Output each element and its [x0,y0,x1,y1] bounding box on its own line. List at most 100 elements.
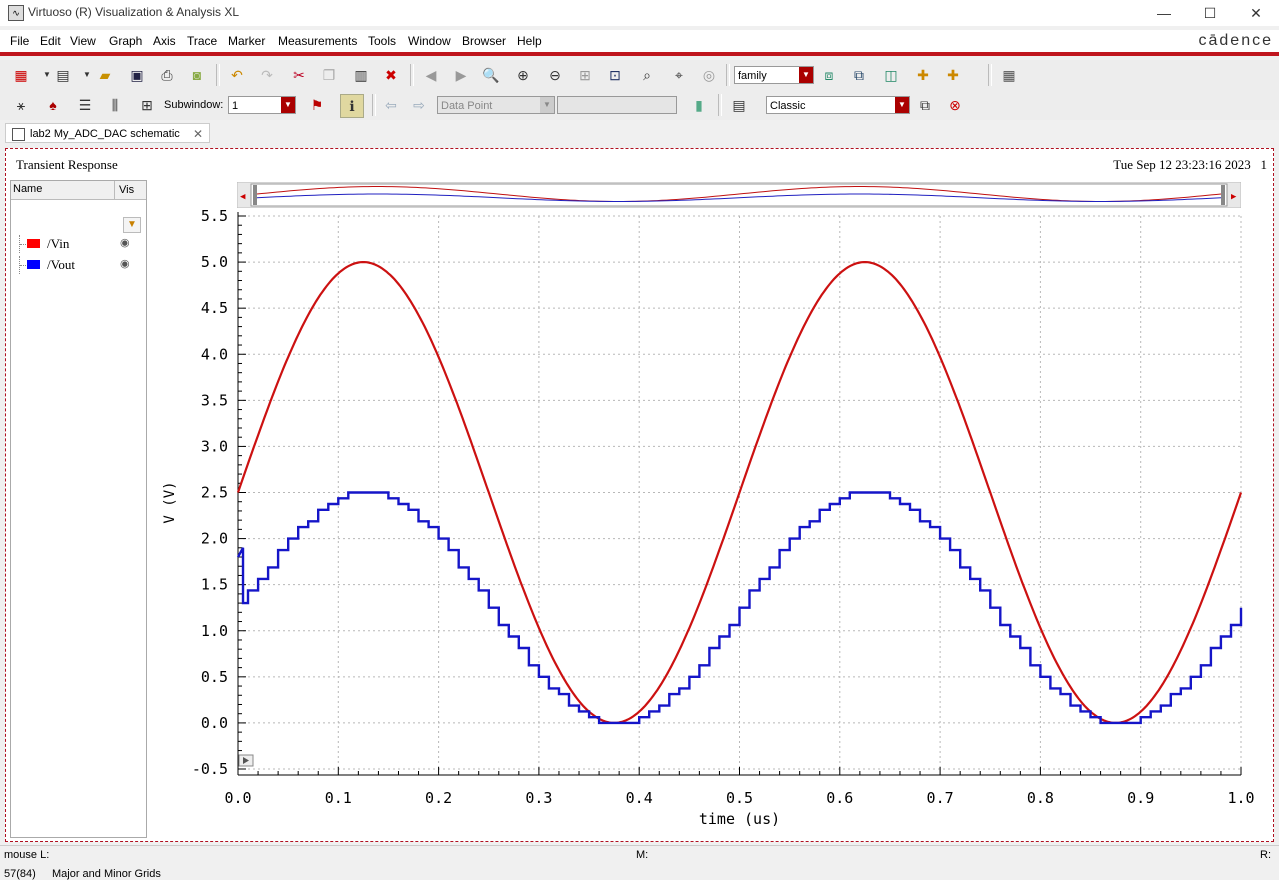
pan-right-icon[interactable]: ▶ [455,67,467,83]
overview-thumb[interactable] [250,183,1228,207]
close-window-button[interactable]: ✕ [1250,5,1262,21]
close-tab-icon[interactable]: ✕ [192,127,203,141]
y-tick-label: 5.5 [201,207,228,225]
info-icon[interactable]: ℹ [340,94,364,118]
cut-icon[interactable]: ✂ [293,67,305,83]
open-folder-icon[interactable]: ▰ [99,67,111,83]
y-tick-label: 3.5 [201,391,228,409]
style-select[interactable]: Classic ▼ [766,96,910,114]
filter-icon[interactable]: ▼ [123,217,141,233]
zoom-out-icon[interactable]: ⊖ [549,67,561,83]
zoom-y-icon[interactable]: ⌖ [675,67,683,83]
x-tick-label: 0.7 [927,789,954,807]
vin-color-swatch [27,239,40,248]
undo-icon[interactable]: ↶ [231,67,243,83]
datapoint-select[interactable]: Data Point ▼ [437,96,555,114]
split-horizontal-icon[interactable]: ☰ [78,97,92,113]
x-axis-label: time (us) [699,810,780,828]
status-middle: M: [636,849,649,861]
menu-tools[interactable]: Tools [368,34,397,48]
eye-icon[interactable]: ◉ [120,237,130,249]
overlay-icon[interactable]: ⧉ [854,67,864,83]
menu-file[interactable]: File [10,34,30,48]
fit-icon[interactable]: ⊡ [609,67,621,83]
window-list-icon[interactable]: ⧉ [920,97,930,113]
menu-divider [0,52,1279,56]
separator [988,64,992,86]
menu-marker[interactable]: Marker [228,34,266,48]
zoom-reset-icon[interactable]: ◎ [702,67,716,83]
strip-icon[interactable]: ⧈ [824,67,834,83]
trace-vout-line[interactable] [236,491,1243,725]
menu-window[interactable]: Window [408,34,451,48]
subwindow-select[interactable]: 1 ▼ [228,96,296,114]
datapoint-select-value: Data Point [441,100,493,112]
minimize-button[interactable]: — [1157,5,1171,21]
delete-icon[interactable]: ✖ [385,67,397,83]
eye-icon[interactable]: ◉ [120,258,130,270]
col-vis-header[interactable]: Vis [114,181,134,199]
new-window-icon[interactable]: ▦ [14,67,28,83]
zoom-in-icon[interactable]: ⊕ [517,67,529,83]
flag-icon[interactable]: ⚑ [310,97,324,113]
app-icon: ∿ [8,5,24,21]
overview-left-arrow-icon[interactable]: ◀ [240,192,246,202]
menu-browser[interactable]: Browser [462,34,507,48]
copy-icon[interactable]: ❐ [322,67,336,83]
vout-color-swatch [27,260,40,269]
overview-left-handle[interactable] [253,185,257,205]
trace-browser-header: Name Vis [11,181,146,200]
split-vertical-icon[interactable]: ⫼ [111,97,119,113]
subwindow-menu-icon[interactable]: ▼ [83,70,91,79]
grid-icon[interactable]: ▦ [1002,67,1016,83]
new-subwindow-icon[interactable]: ▤ [56,67,70,83]
overview-right-arrow-icon[interactable]: ▶ [1231,192,1237,202]
magic-wand-icon[interactable]: ⚹ [16,97,26,113]
calculator-icon[interactable]: ▤ [732,97,746,113]
paste-icon[interactable]: ▥ [354,67,368,83]
prev-point-icon[interactable]: ⇦ [385,97,397,113]
overview-scroller[interactable]: ◀ ▶ [237,182,1241,208]
x-tick-label: 0.5 [726,789,753,807]
menu-help[interactable]: Help [517,34,542,48]
y-tick-label: 2.5 [201,484,228,502]
redo-icon[interactable]: ↷ [261,67,273,83]
graph-type-icon[interactable]: ◫ [884,67,898,83]
subwindow-label: Subwindow: [164,99,224,111]
menu-view[interactable]: View [70,34,96,48]
trace-row-vout[interactable]: /Vout ◉ [11,256,146,274]
overview-right-handle[interactable] [1221,185,1225,205]
menu-edit[interactable]: Edit [40,34,61,48]
separator [726,64,730,86]
tile-icon[interactable]: ⊞ [141,97,153,113]
histogram-icon[interactable]: ▮ [695,97,703,113]
print-icon[interactable]: ⎙ [161,67,173,83]
family-select[interactable]: family ▼ [734,66,814,84]
menu-measurements[interactable]: Measurements [278,34,358,48]
new-window-menu-icon[interactable]: ▼ [43,70,51,79]
tab-lab2-schematic[interactable]: lab2 My_ADC_DAC schematic ✕ [5,123,210,143]
next-point-icon[interactable]: ⇨ [413,97,425,113]
col-name-header[interactable]: Name [13,183,43,195]
zoom-x-icon[interactable]: ⊞ [579,67,591,83]
datapoint-value-field[interactable] [557,96,677,114]
trace-row-vin[interactable]: /Vin ◉ [11,235,146,253]
menu-axis[interactable]: Axis [153,34,176,48]
save-icon[interactable]: ▣ [130,67,144,83]
cards-icon[interactable]: ♠ [49,97,57,113]
chevron-down-icon: ▼ [540,97,554,113]
menu-trace[interactable]: Trace [187,34,218,48]
close-subwindow-icon[interactable]: ⊗ [949,97,961,113]
pan-left-icon[interactable]: ◀ [425,67,437,83]
chevron-down-icon: ▼ [895,97,909,113]
menu-graph[interactable]: Graph [109,34,143,48]
zoom-icon[interactable]: 🔍 [482,67,500,83]
add-trace-icon[interactable]: ✚ [917,67,929,83]
zoom-area-icon[interactable]: ⌕ [643,67,651,83]
trace-vin-line[interactable] [236,261,1243,724]
chevron-down-icon: ▼ [281,97,295,113]
snapshot-icon[interactable]: ◙ [192,67,202,83]
remove-trace-icon[interactable]: ✚ [947,67,959,83]
maximize-button[interactable]: ☐ [1203,5,1217,21]
waveform-plot[interactable]: 0.0 0.1 0.2 0.3 0.4 0.5 0.6 0.7 0.8 0.9 1.0 -0.5 0.0… [150,205,1270,840]
